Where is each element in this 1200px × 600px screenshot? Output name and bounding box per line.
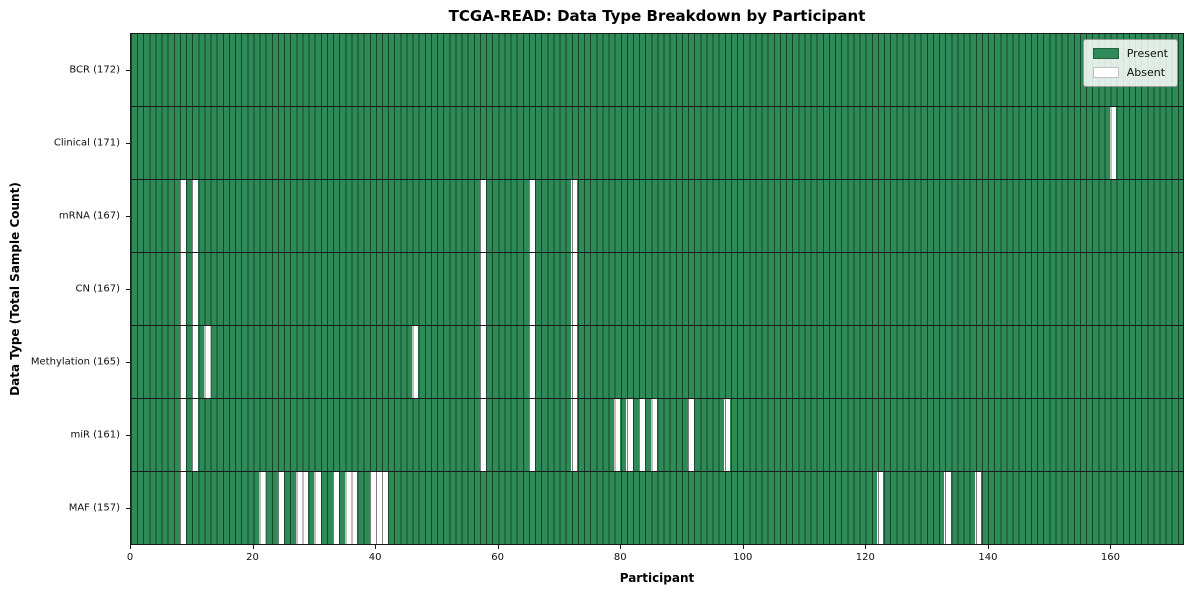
x-tick-label-80: 80 [613,552,627,563]
absent-bar [179,472,187,544]
heatmap-row-MAF [131,471,1183,544]
y-tick-label-mRNA: mRNA (167) [58,210,120,222]
absent-bar [571,399,578,471]
absent-bar [259,472,266,544]
x-tick-mark [497,545,499,549]
chart-title: TCGA-READ: Data Type Breakdown by Partic… [448,7,866,25]
x-tick-label-40: 40 [368,552,382,563]
absent-bar [571,180,578,252]
absent-bar [345,472,352,544]
legend-item-present: Present [1092,47,1168,60]
y-tick-mark [126,142,130,144]
x-tick-mark [620,545,622,549]
legend-swatch-absent-icon [1092,67,1119,78]
legend-label-present: Present [1126,47,1168,60]
legend: Present Absent [1082,39,1178,87]
y-tick-mark [126,289,130,290]
y-tick-label-BCR: BCR (172) [69,64,120,76]
legend-swatch-present-icon [1092,48,1119,59]
absent-bar [179,399,187,471]
x-tick-mark [1110,545,1112,549]
x-tick-mark [987,545,989,549]
absent-bar [724,399,731,471]
absent-bar [204,326,211,398]
x-tick-mark [375,545,377,549]
x-tick-mark [130,545,131,549]
y-tick-label-Clinical: Clinical (171) [53,137,120,149]
absent-bar [412,326,419,398]
x-tick-label-140: 140 [978,552,998,563]
absent-bar [302,472,309,544]
x-axis: 0 20 40 60 80 100 120 140 160 [126,545,1184,579]
absent-bar [975,472,982,544]
heatmap-row-Methylation [131,325,1183,398]
absent-bar [571,253,578,325]
y-axis: BCR (172) Clinical (171) mRNA (167) CN (167… [0,33,130,545]
absent-bar [296,472,303,544]
x-tick-mark [865,545,867,549]
absent-bar [1109,107,1116,179]
y-tick-label-MAF: MAF (157) [68,502,120,514]
absent-bar [614,399,621,471]
x-tick-label-120: 120 [855,552,875,563]
y-tick-mark [126,508,130,510]
absent-bar [479,399,486,471]
absent-bar [877,472,884,544]
absent-bar [351,472,358,544]
legend-label-absent: Absent [1126,66,1166,79]
absent-bar [332,472,339,544]
absent-bar [528,399,535,471]
x-tick-label-100: 100 [733,552,753,563]
absent-bar [277,472,284,544]
absent-bar [626,399,633,471]
heatmap-row-CN [131,252,1183,325]
absent-bar [314,472,321,544]
absent-bar [528,253,535,325]
absent-bar [528,326,535,398]
plot-area: Present Absent [130,33,1184,545]
y-tick-label-miR: miR (161) [70,429,120,441]
x-tick-label-160: 160 [1100,552,1120,563]
absent-bar [192,253,199,325]
y-tick-mark [126,435,130,437]
x-tick-label-20: 20 [246,552,259,563]
x-tick-label-60: 60 [491,552,505,563]
legend-item-absent: Absent [1092,66,1168,79]
x-tick-mark [742,545,744,549]
absent-bar [479,326,486,398]
heatmap-row-miR [131,398,1183,471]
absent-bar [687,399,694,471]
heatmap-row-Clinical [131,106,1183,179]
absent-bar [375,472,382,544]
absent-bar [179,180,187,252]
absent-bar [571,326,578,398]
y-tick-mark [126,215,130,217]
absent-bar [479,253,486,325]
absent-bar [479,180,486,252]
y-tick-label-Methylation: Methylation (165) [30,356,120,368]
x-tick-label-0: 0 [126,552,134,563]
x-tick-mark [252,545,254,549]
absent-bar [944,472,951,544]
absent-bar [192,326,199,398]
absent-bar [638,399,645,471]
x-axis-title: Participant [619,571,695,585]
absent-bar [192,180,199,252]
y-tick-mark [126,362,130,364]
y-tick-label-CN: CN (167) [75,283,120,295]
absent-bar [192,399,199,471]
absent-bar [381,472,388,544]
absent-bar [179,326,187,398]
heatmap-row-BCR [131,34,1183,106]
y-tick-mark [126,69,130,71]
absent-bar [179,253,187,325]
heatmap-row-mRNA [131,179,1183,252]
absent-bar [650,399,657,471]
absent-bar [369,472,376,544]
absent-bar [528,180,535,252]
